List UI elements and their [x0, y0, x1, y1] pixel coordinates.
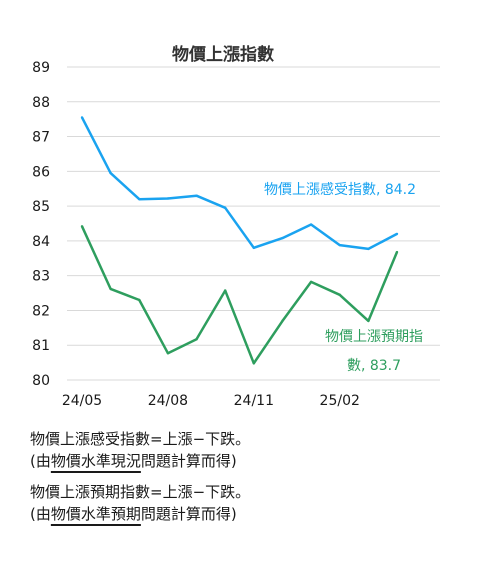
data-point: [138, 298, 141, 302]
y-tick-label: 89: [32, 60, 50, 76]
data-point: [281, 319, 284, 323]
data-point: [80, 225, 84, 228]
series-lines: [80, 116, 399, 365]
grid-lines: [67, 66, 440, 381]
note-source: (由物價水準現況問題計算而得): [30, 450, 460, 472]
data-point: [309, 223, 313, 226]
data-point: [80, 116, 84, 119]
data-point: [138, 197, 141, 201]
note-source-suffix: 問題計算而得): [140, 505, 237, 523]
y-tick-label: 85: [32, 199, 50, 215]
x-axis-tick-labels: 24/05 24/08 24/11 25/02: [62, 393, 360, 409]
chart-title: 物價上漲指數: [172, 44, 274, 65]
series-label-expected-line2: 數, 83.7: [347, 358, 401, 374]
data-point: [223, 206, 227, 210]
y-tick-label: 83: [32, 269, 50, 285]
note-definition: 物價上漲感受指數=上漲−下跌。: [30, 430, 251, 448]
series-label-expected-line1: 物價上漲預期指: [325, 328, 423, 345]
data-point: [109, 287, 112, 291]
data-point: [395, 232, 399, 236]
data-point: [367, 247, 370, 251]
series-line-perceived: [80, 116, 398, 251]
y-tick-label: 81: [32, 338, 50, 354]
data-point: [395, 250, 399, 254]
data-point: [338, 243, 341, 247]
data-point: [309, 280, 313, 284]
data-point: [195, 194, 198, 197]
data-point: [281, 236, 284, 240]
data-point: [166, 352, 170, 355]
y-axis-tick-labels: 80 81 82 83 84 85 86 87 88 89: [32, 60, 50, 389]
series-line-expected: [80, 225, 399, 365]
data-point: [367, 319, 370, 323]
y-tick-label: 84: [32, 234, 50, 250]
note-source-prefix: (由: [30, 505, 51, 523]
series-label-perceived: 物價上漲感受指數, 84.2: [264, 181, 416, 198]
y-tick-label: 87: [32, 130, 50, 146]
y-tick-label: 80: [32, 373, 50, 389]
y-tick-label: 82: [32, 303, 50, 319]
note-perceived: 物價上漲感受指數=上漲−下跌。 (由物價水準現況問題計算而得): [30, 428, 460, 472]
x-tick-label: 24/08: [148, 393, 188, 409]
x-tick-label: 24/11: [234, 393, 274, 409]
note-expected: 物價上漲預期指數=上漲−下跌。 (由物價水準預期問題計算而得): [30, 481, 460, 525]
note-source-underlined: 物價水準預期: [50, 505, 141, 523]
data-point: [109, 171, 112, 175]
data-point: [223, 289, 227, 292]
data-point: [166, 197, 170, 200]
note-source-underlined: 物價水準現況: [50, 452, 141, 470]
y-tick-label: 86: [32, 164, 50, 180]
x-tick-label: 24/05: [62, 393, 102, 409]
x-tick-label: 25/02: [320, 393, 360, 409]
data-point: [252, 362, 256, 365]
note-source-suffix: 問題計算而得): [140, 452, 237, 470]
data-point: [338, 293, 341, 296]
note-source-prefix: (由: [30, 452, 51, 470]
data-point: [195, 338, 198, 341]
data-point: [252, 246, 256, 250]
note-source: (由物價水準預期問題計算而得): [30, 503, 460, 525]
y-tick-label: 88: [32, 95, 50, 111]
footnotes: 物價上漲感受指數=上漲−下跌。 (由物價水準現況問題計算而得) 物價上漲預期指數…: [30, 428, 460, 534]
note-definition: 物價上漲預期指數=上漲−下跌。: [30, 483, 251, 501]
